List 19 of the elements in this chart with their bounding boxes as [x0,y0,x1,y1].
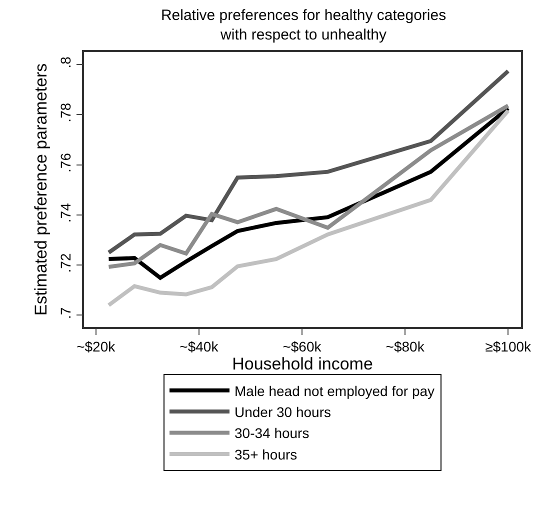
y-tick-label: .76 [58,152,74,172]
line-series [106,69,510,255]
legend-label: 30-34 hours [234,425,310,442]
y-tick-label: .74 [58,202,74,223]
x-tick-label: ~$60k [282,338,322,355]
y-tick-label: .72 [58,253,74,273]
x-axis-title: Household income [232,354,373,374]
y-tick-label: .78 [58,102,74,122]
x-tick-label: ~$80k [386,338,426,355]
y-tick-label: .8 [58,56,74,68]
legend-label: 35+ hours [234,446,298,462]
x-tick-label: ~$20k [76,338,116,355]
x-tick-label: ≥$100k [485,338,532,355]
x-tick-label: ~$40k [180,338,220,355]
chart-title: Relative preferences for healthy categories with respect to unhealthy [160,7,446,44]
y-tick-label: .7 [58,307,74,319]
y-axis-title: Estimated preference parameters [32,63,51,316]
legend-label: Male head not employed for pay [234,382,435,399]
legend-label: Under 30 hours [234,404,332,420]
